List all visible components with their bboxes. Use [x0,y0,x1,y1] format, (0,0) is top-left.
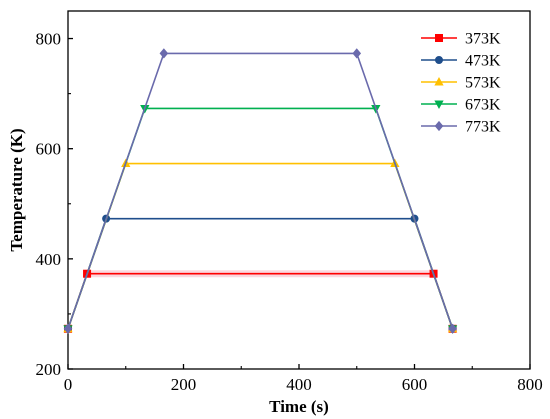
series-line [67,52,454,330]
legend-marker [434,77,444,86]
y-tick-label: 600 [36,140,62,159]
legend: 373K 473K 573K 673K 773K [421,31,501,136]
legend-label: 773K [465,119,501,136]
plot-frame [67,10,531,370]
legend-marker [434,34,443,43]
series-layer [63,48,458,334]
legend-marker [434,56,443,65]
legend-item: 573K [421,75,501,92]
legend-marker [434,120,444,132]
series-773K [63,48,457,334]
series-line [67,162,454,330]
legend-item: 473K [421,53,501,70]
x-tick-label: 400 [286,375,312,394]
data-point [63,323,73,334]
series-573K [63,158,458,333]
legend-item: 773K [421,119,501,136]
y-axis-title: Temperature (K) [7,128,26,251]
legend-item: 373K [421,31,501,48]
legend-label: 673K [465,97,501,114]
data-point [159,48,169,59]
data-point [352,48,362,59]
x-tick-label: 800 [517,375,543,394]
legend-label: 373K [465,31,501,48]
legend-item: 673K [421,97,501,114]
data-point [448,323,457,334]
legend-label: 573K [465,75,501,92]
series-line [67,272,454,330]
x-tick-label: 600 [402,375,428,394]
legend-marker [434,100,444,109]
y-tick-label: 800 [36,30,62,49]
series-373K [64,269,457,333]
x-axis-title: Time (s) [269,397,329,416]
x-tick-label: 200 [171,375,197,394]
y-tick-label: 400 [36,250,62,269]
legend-label: 473K [465,53,501,70]
x-tick-label: 0 [64,375,73,394]
y-tick-label: 200 [36,360,62,379]
